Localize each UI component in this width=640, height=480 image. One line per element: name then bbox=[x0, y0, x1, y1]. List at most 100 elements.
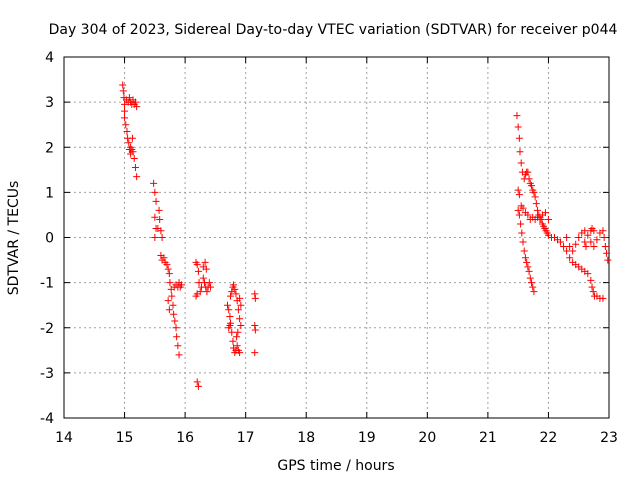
data-point bbox=[226, 321, 234, 329]
data-point bbox=[581, 227, 589, 235]
data-point bbox=[173, 333, 181, 341]
x-tick-label: 18 bbox=[297, 430, 315, 446]
data-point bbox=[524, 211, 532, 219]
data-point bbox=[587, 238, 595, 246]
data-point bbox=[527, 182, 535, 190]
data-point bbox=[224, 301, 231, 309]
x-axis-tick-labels: 14 15 16 17 18 19 20 21 22 23 bbox=[55, 430, 618, 446]
data-point bbox=[170, 310, 178, 318]
data-point bbox=[599, 227, 607, 235]
y-tick-label: -1 bbox=[40, 276, 54, 292]
data-point bbox=[121, 100, 129, 108]
data-point bbox=[193, 261, 201, 269]
data-point bbox=[232, 290, 240, 298]
data-point bbox=[150, 179, 158, 187]
data-point bbox=[604, 256, 612, 264]
data-point bbox=[192, 292, 200, 300]
data-point bbox=[584, 270, 592, 278]
data-point bbox=[199, 274, 207, 282]
data-point bbox=[236, 294, 244, 302]
y-axis-tick-labels: -4 -3 -2 -1 0 1 2 3 4 bbox=[40, 50, 54, 427]
y-tick-label: 4 bbox=[45, 50, 54, 66]
data-point bbox=[171, 317, 179, 325]
series-arc-3 bbox=[192, 258, 215, 390]
data-point bbox=[156, 215, 164, 223]
data-point bbox=[177, 281, 185, 289]
data-point bbox=[205, 279, 213, 287]
data-point bbox=[516, 148, 524, 156]
data-point bbox=[519, 204, 527, 212]
data-point bbox=[251, 321, 259, 329]
x-tick-label: 22 bbox=[540, 430, 558, 446]
data-point bbox=[226, 312, 234, 320]
data-point bbox=[525, 175, 533, 183]
data-point bbox=[237, 321, 245, 329]
data-point bbox=[251, 326, 259, 334]
data-point bbox=[513, 112, 521, 120]
x-axis-label: GPS time / hours bbox=[277, 458, 394, 474]
data-point bbox=[133, 173, 141, 181]
data-point bbox=[160, 254, 168, 262]
data-point bbox=[164, 265, 172, 273]
y-axis-label: SDTVAR / TECUs bbox=[6, 181, 22, 296]
data-point bbox=[531, 193, 539, 201]
data-point bbox=[534, 206, 542, 214]
data-point bbox=[514, 206, 522, 214]
y-tick-label: 3 bbox=[45, 95, 54, 111]
data-point bbox=[590, 243, 598, 251]
data-point bbox=[518, 229, 526, 237]
data-point bbox=[168, 292, 176, 300]
data-point bbox=[527, 279, 535, 287]
data-point bbox=[529, 283, 537, 291]
data-point bbox=[569, 247, 577, 255]
data-point bbox=[133, 103, 141, 111]
data-point bbox=[563, 247, 571, 255]
data-point bbox=[251, 349, 259, 357]
data-point bbox=[233, 333, 241, 341]
data-point bbox=[233, 342, 241, 350]
data-point bbox=[584, 231, 592, 239]
data-point bbox=[587, 276, 595, 284]
data-point bbox=[164, 297, 172, 305]
data-point bbox=[227, 292, 235, 300]
data-point bbox=[131, 164, 139, 172]
data-point bbox=[193, 378, 201, 386]
data-point bbox=[601, 243, 609, 251]
data-point bbox=[155, 206, 163, 214]
data-point bbox=[207, 283, 215, 291]
data-points bbox=[119, 81, 612, 390]
data-point bbox=[251, 294, 259, 302]
y-tick-label: 0 bbox=[45, 231, 54, 247]
data-point bbox=[515, 134, 523, 142]
data-point bbox=[151, 213, 159, 221]
data-point bbox=[572, 240, 580, 248]
data-point bbox=[603, 249, 611, 257]
data-point bbox=[151, 234, 159, 241]
data-point bbox=[521, 254, 529, 262]
data-point bbox=[523, 258, 531, 266]
data-point bbox=[163, 261, 171, 269]
data-point bbox=[123, 127, 131, 135]
data-point bbox=[575, 234, 583, 241]
data-point bbox=[228, 328, 236, 336]
data-point bbox=[593, 236, 601, 244]
data-point bbox=[229, 337, 237, 345]
data-point bbox=[125, 139, 133, 147]
data-point bbox=[121, 107, 129, 115]
data-point bbox=[119, 87, 127, 95]
data-point bbox=[157, 227, 165, 235]
data-point bbox=[557, 238, 565, 246]
data-point bbox=[519, 238, 527, 246]
data-point bbox=[158, 234, 166, 241]
y-tick-label: -2 bbox=[40, 321, 54, 337]
data-point bbox=[525, 267, 533, 275]
data-point bbox=[230, 281, 238, 289]
data-point bbox=[563, 234, 571, 241]
data-point bbox=[524, 263, 532, 271]
data-point bbox=[225, 306, 233, 314]
x-tick-label: 19 bbox=[358, 430, 376, 446]
data-point bbox=[201, 258, 209, 266]
data-point bbox=[599, 294, 607, 302]
data-point bbox=[175, 351, 183, 359]
